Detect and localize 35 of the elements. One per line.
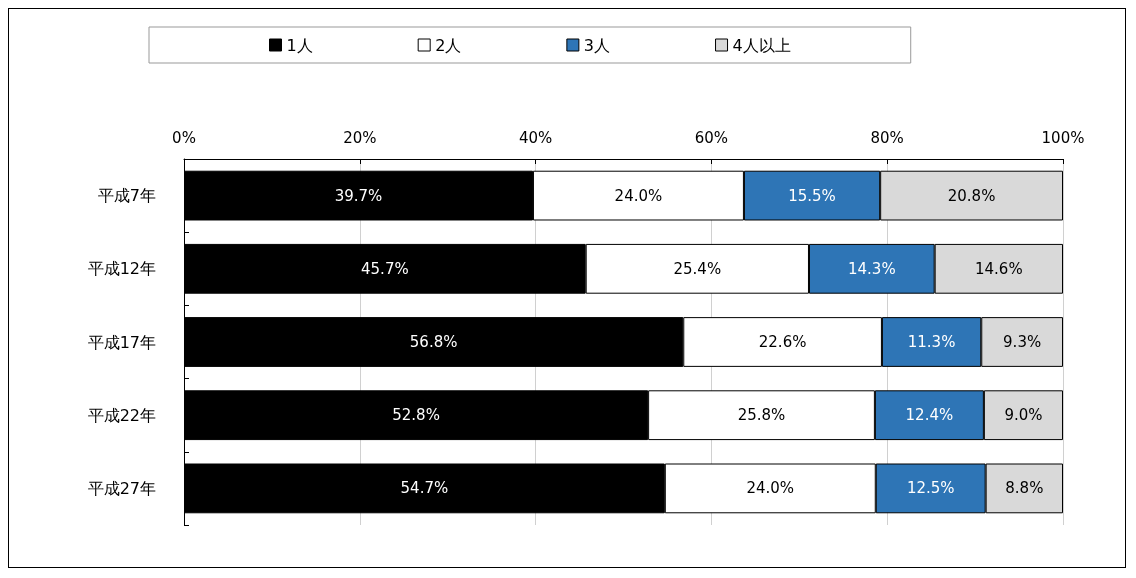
- data-label: 14.3%: [847, 259, 896, 278]
- data-label: 8.8%: [1005, 479, 1044, 498]
- legend-label: 3人: [583, 35, 611, 55]
- y-tick-label: 平成12年: [87, 259, 156, 279]
- data-label: 11.3%: [907, 333, 956, 351]
- data-label: 45.7%: [361, 259, 409, 278]
- data-label: 12.4%: [905, 406, 954, 425]
- x-tick-label: 100%: [1041, 128, 1085, 147]
- data-label: 9.0%: [1004, 406, 1043, 425]
- legend-label: 4人以上: [732, 35, 791, 55]
- legend-label: 1人: [286, 35, 313, 55]
- y-tick-label: 平成27年: [87, 478, 156, 498]
- x-tick-label: 80%: [870, 128, 904, 147]
- data-label: 12.5%: [906, 479, 955, 498]
- legend-label: 2人: [435, 35, 462, 55]
- data-label: 39.7%: [334, 186, 383, 205]
- data-label: 52.8%: [392, 406, 440, 425]
- data-label: 25.4%: [673, 259, 722, 278]
- data-label: 9.3%: [1003, 333, 1042, 351]
- x-tick-label: 60%: [694, 128, 729, 147]
- y-tick-label: 平成17年: [87, 332, 156, 352]
- data-label: 24.0%: [614, 186, 663, 205]
- y-tick-label: 平成7年: [97, 186, 156, 206]
- data-label: 56.8%: [409, 333, 458, 351]
- x-tick-label: 0%: [172, 128, 196, 147]
- data-label: 54.7%: [400, 479, 449, 498]
- x-tick-label: 40%: [518, 128, 553, 147]
- data-label: 25.8%: [737, 406, 786, 425]
- y-tick-label: 平成22年: [87, 405, 156, 425]
- data-label: 15.5%: [788, 186, 836, 205]
- data-label: 14.6%: [975, 259, 1023, 278]
- data-label: 20.8%: [947, 186, 996, 205]
- x-tick-label: 20%: [343, 128, 377, 147]
- data-label: 24.0%: [746, 479, 795, 498]
- data-label: 22.6%: [758, 333, 807, 351]
